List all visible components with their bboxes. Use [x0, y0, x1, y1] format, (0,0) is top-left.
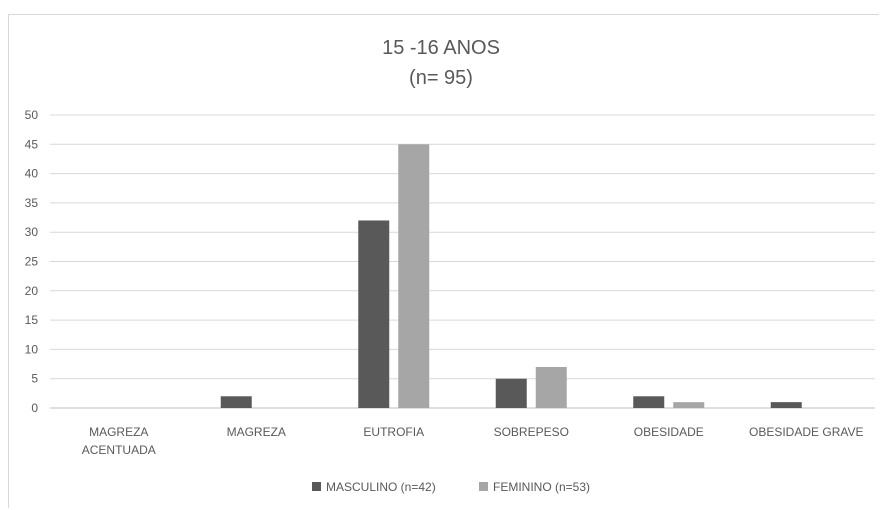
x-tick-label: OBESIDADE: [634, 425, 704, 439]
y-tick-label: 0: [31, 401, 38, 415]
x-tick-label: ACENTUADA: [82, 443, 156, 457]
bar-masculino: [633, 396, 665, 408]
bar-masculino: [495, 378, 527, 408]
legend-swatch: [312, 482, 321, 491]
y-tick-label: 35: [25, 196, 39, 210]
bar-masculino: [770, 402, 802, 408]
bar-feminino: [535, 366, 567, 408]
y-tick-label: 30: [25, 225, 39, 239]
y-tick-label: 40: [25, 167, 39, 181]
bar-feminino: [398, 144, 430, 409]
x-tick-label: EUTROFIA: [363, 425, 424, 439]
y-tick-label: 20: [25, 284, 39, 298]
x-tick-label: SOBREPESO: [494, 425, 569, 439]
y-tick-label: 50: [25, 108, 39, 122]
legend-label: MASCULINO (n=42): [326, 480, 436, 494]
bar-feminino: [673, 402, 705, 408]
x-tick-label: OBESIDADE GRAVE: [749, 425, 863, 439]
legend-label: FEMININO (n=53): [493, 480, 590, 494]
legend-swatch: [479, 482, 488, 491]
chart-title-line: (n= 95): [409, 67, 473, 89]
bar-masculino: [220, 396, 252, 408]
chart-title-line: 15 -16 ANOS: [382, 37, 500, 59]
chart-frame: [8, 14, 879, 508]
bar-masculino: [358, 220, 390, 408]
y-tick-label: 45: [25, 137, 39, 151]
y-tick-label: 5: [31, 372, 38, 386]
y-tick-label: 15: [25, 313, 39, 327]
y-tick-label: 10: [25, 342, 39, 356]
y-tick-label: 25: [25, 255, 39, 269]
x-tick-label: MAGREZA: [227, 425, 286, 439]
x-tick-label: MAGREZA: [89, 425, 148, 439]
